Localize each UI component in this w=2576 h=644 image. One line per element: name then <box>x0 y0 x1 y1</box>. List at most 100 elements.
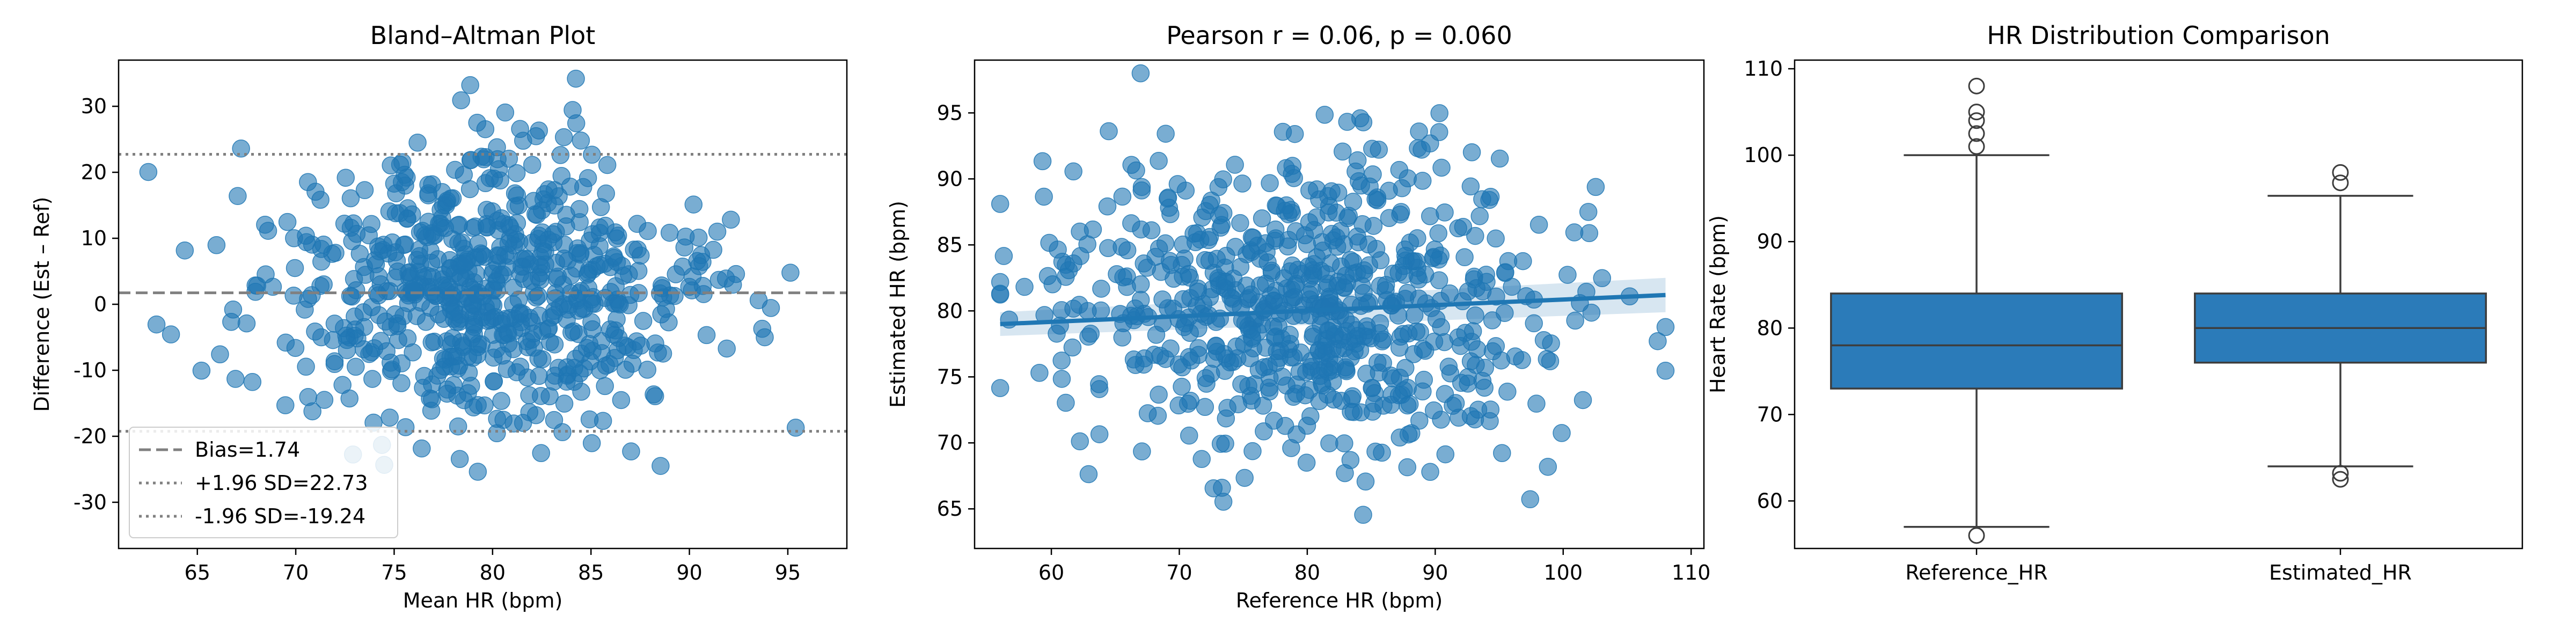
bland-altman-point <box>449 417 467 436</box>
pearson-point <box>1582 303 1601 322</box>
pearson-point <box>1579 203 1598 221</box>
pearson-point <box>1350 172 1368 191</box>
bland-altman-point <box>534 190 553 209</box>
bland-altman-point <box>554 128 573 147</box>
bland-altman-point <box>207 236 226 254</box>
bland-altman-point <box>676 228 695 246</box>
bland-altman-point <box>264 277 282 296</box>
bland-altman-point <box>429 305 448 324</box>
bland-altman-point <box>382 362 400 380</box>
pearson-point <box>1071 432 1089 451</box>
bland-altman-point <box>572 383 590 401</box>
bland-altman-xtick-label: 65 <box>185 561 210 584</box>
pearson-point <box>1052 352 1071 370</box>
pearson-point <box>1360 256 1378 274</box>
bland-altman-point <box>496 103 515 122</box>
pearson-point <box>1238 245 1256 264</box>
distribution-ytick-label: 70 <box>1757 402 1783 426</box>
distribution-ytick-label: 110 <box>1744 57 1783 80</box>
distribution-panel: HR Distribution Comparison Heart Rate (b… <box>1706 21 2523 584</box>
pearson-point <box>1404 252 1423 270</box>
bland-altman-xlabel: Mean HR (bpm) <box>403 589 563 612</box>
pearson-point <box>1122 156 1140 174</box>
pearson-point <box>1214 204 1233 222</box>
bland-altman-point <box>392 374 411 392</box>
bland-altman-point <box>580 410 599 429</box>
pearson-point <box>1052 370 1071 388</box>
bland-altman-point <box>545 372 563 391</box>
bland-altman-point <box>475 396 494 415</box>
pearson-point <box>1429 224 1447 243</box>
outlier-point <box>2332 465 2349 482</box>
bland-altman-point <box>399 264 418 282</box>
bland-altman-point <box>509 196 528 215</box>
bland-altman-point <box>667 265 685 283</box>
pearson-point <box>1430 104 1448 122</box>
bland-altman-point <box>484 281 502 300</box>
distribution-title: HR Distribution Comparison <box>1987 21 2330 50</box>
bland-altman-point <box>421 389 439 408</box>
pearson-point <box>1283 157 1302 175</box>
pearson-point <box>1241 349 1259 368</box>
bland-altman-point <box>646 387 664 405</box>
bland-altman-point <box>437 281 455 300</box>
bland-altman-point <box>452 91 470 109</box>
pearson-point <box>1168 175 1187 193</box>
pearson-point <box>1470 207 1489 225</box>
legend-entry-label: +1.96 SD=22.73 <box>195 471 368 495</box>
pearson-point <box>1090 425 1109 443</box>
pearson-point <box>1399 379 1417 397</box>
bland-altman-point <box>616 361 635 379</box>
outlier-point <box>1968 138 1985 155</box>
pearson-point <box>1296 226 1314 245</box>
bland-altman-point <box>211 345 229 363</box>
pearson-point <box>1390 339 1409 357</box>
pearson-point <box>1150 152 1168 170</box>
pearson-point <box>1133 442 1151 460</box>
pearson-point <box>1356 472 1375 491</box>
bland-altman-point <box>588 257 606 275</box>
distribution-ytick-label: 90 <box>1757 230 1783 253</box>
pearson-points <box>991 64 1675 524</box>
bland-altman-xtick-label: 70 <box>283 561 309 584</box>
bland-altman-point <box>522 312 541 331</box>
pearson-point <box>1456 324 1474 342</box>
bland-altman-point <box>507 363 526 382</box>
bland-altman-point <box>532 444 550 462</box>
bland-altman-point <box>625 240 643 259</box>
pearson-point <box>1193 208 1211 227</box>
bland-altman-point <box>544 233 563 252</box>
distribution-xtick-label: Reference_HR <box>1905 561 2047 584</box>
outlier-point <box>1968 104 1985 121</box>
pearson-point <box>1015 277 1034 296</box>
regression-line <box>1000 292 1666 326</box>
bland-altman-point <box>660 313 678 332</box>
distribution-ylabel: Heart Rate (bpm) <box>1706 215 1730 393</box>
pearson-axes-frame <box>974 59 1705 550</box>
bland-altman-point <box>415 367 434 385</box>
bland-altman-point <box>286 339 305 357</box>
bland-altman-point <box>567 69 585 88</box>
bland-altman-point <box>553 423 572 442</box>
bland-altman-title: Bland–Altman Plot <box>370 21 596 50</box>
pearson-point <box>1331 222 1350 240</box>
pearson-point <box>1496 304 1514 322</box>
bland-altman-point <box>590 224 609 242</box>
distribution-ytick-label: 80 <box>1757 316 1783 340</box>
pearson-point <box>1192 450 1211 469</box>
pearson-point <box>1030 363 1049 382</box>
bland-altman-point <box>224 301 243 319</box>
bland-altman-point <box>718 339 736 358</box>
bland-altman-point <box>404 343 422 362</box>
bland-altman-point <box>315 391 334 409</box>
bland-altman-point <box>325 314 344 333</box>
outlier-point <box>1968 77 1985 94</box>
bland-altman-point <box>229 187 247 206</box>
pearson-point <box>1446 394 1465 412</box>
bland-altman-point <box>781 264 800 282</box>
bland-altman-point <box>501 218 519 237</box>
pearson-point <box>1425 240 1444 259</box>
bland-altman-point <box>727 265 745 283</box>
bland-altman-point <box>374 241 392 259</box>
bland-altman-point <box>598 156 617 174</box>
